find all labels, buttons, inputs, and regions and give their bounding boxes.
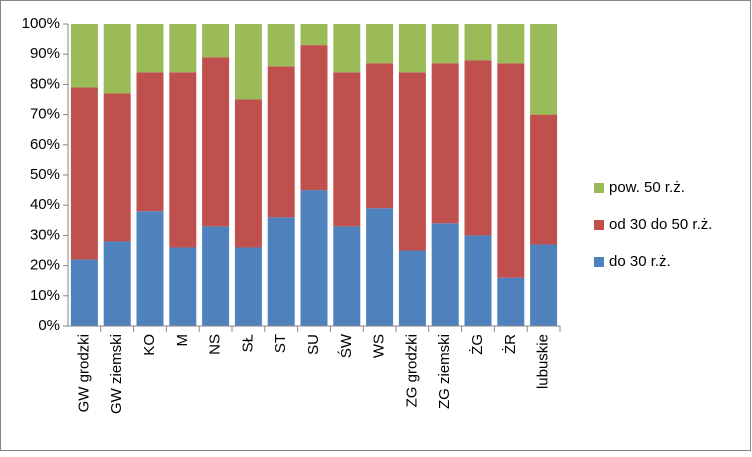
bar-segment (530, 24, 558, 115)
bar-segment (464, 60, 492, 236)
bar-segment (169, 24, 197, 73)
bar-segment (464, 235, 492, 326)
x-tick-label: ŻG (468, 334, 486, 355)
legend-label: od 30 do 50 r.ż. (609, 216, 712, 233)
bar-segment (70, 259, 98, 326)
bar-segment (333, 72, 361, 227)
bar-segment (267, 217, 295, 326)
bar-segment (103, 241, 131, 326)
x-tick-label: WS (371, 334, 388, 358)
y-tick-label: 10% (30, 287, 60, 304)
bar-segment (530, 114, 558, 245)
bar-segment (234, 24, 262, 100)
bar-segment (234, 99, 262, 248)
x-tick-label: ZG ziemski (436, 334, 453, 409)
bar-segment (169, 72, 197, 248)
bar-segment (398, 72, 426, 251)
bar-segment (267, 24, 295, 67)
bar-segment (267, 66, 295, 218)
bar-segment (103, 24, 131, 94)
bar-segment (103, 93, 131, 242)
x-tick-label: NS (207, 334, 224, 355)
y-tick-label: 90% (30, 45, 60, 62)
bar-segment (398, 250, 426, 326)
bar-segment (300, 24, 328, 46)
bar-segment (431, 24, 459, 64)
legend-swatch (594, 183, 604, 193)
bar-segment (136, 24, 164, 73)
x-tick-label: SŁ (239, 334, 256, 352)
y-tick-label: 70% (30, 106, 60, 123)
y-tick-label: 30% (30, 226, 60, 243)
bar-segment (464, 24, 492, 61)
bar-segment (169, 247, 197, 326)
y-tick-label: 100% (22, 15, 60, 32)
x-tick-label: ST (272, 334, 289, 353)
bar-segment (431, 223, 459, 326)
bar-segment (366, 24, 394, 64)
bar-segment (497, 24, 525, 64)
legend-label: do 30 r.ż. (609, 253, 671, 270)
bar-segment (136, 211, 164, 326)
x-tick-label: GW ziemski (108, 334, 125, 414)
bar-segment (70, 87, 98, 260)
bar-segment (398, 24, 426, 73)
x-tick-label: ZG grodzki (403, 334, 420, 407)
bar-segment (497, 63, 525, 278)
y-tick-label: 50% (30, 166, 60, 183)
x-tick-label: SU (305, 334, 322, 355)
bar-segment (366, 208, 394, 326)
y-tick-label: 20% (30, 257, 60, 274)
bar-segment (333, 226, 361, 326)
y-tick-label: 60% (30, 136, 60, 153)
y-tick-label: 0% (38, 317, 60, 334)
bar-segment (366, 63, 394, 209)
bar-segment (300, 190, 328, 326)
x-tick-label: KO (141, 334, 158, 356)
bar-segment (234, 247, 262, 326)
bar-segment (202, 226, 230, 326)
bar-segment (300, 45, 328, 191)
bar-segment (202, 24, 230, 58)
x-tick-label: lubuskie (535, 334, 552, 389)
bar-segment (431, 63, 459, 224)
x-tick-label: ŻR (501, 334, 519, 354)
bar-segment (497, 277, 525, 326)
x-tick-label: GW grodzki (75, 334, 92, 412)
y-tick-label: 80% (30, 75, 60, 92)
bar-segment (333, 24, 361, 73)
x-tick-label: M (174, 334, 191, 347)
x-tick-label: ŚW (337, 333, 355, 358)
bar-segment (530, 244, 558, 326)
bar-segment (202, 57, 230, 227)
legend-swatch (594, 220, 604, 230)
bar-segment (70, 24, 98, 88)
legend-label: pow. 50 r.ż. (609, 179, 685, 196)
bar-segment (136, 72, 164, 212)
legend-swatch (594, 257, 604, 267)
y-tick-label: 40% (30, 196, 60, 213)
